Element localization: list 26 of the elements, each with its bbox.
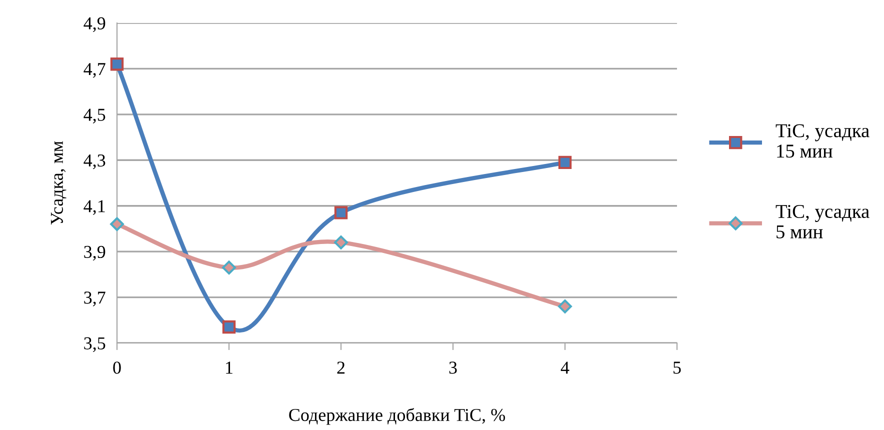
x-tick-label: 0	[113, 362, 121, 374]
y-tick-label: 4,3	[84, 154, 106, 170]
y-tick-label: 3,5	[84, 337, 106, 352]
y-tick-label: 4,5	[84, 108, 106, 124]
x-tick-label: 1	[226, 362, 232, 374]
point	[110, 217, 124, 232]
y-tick-label: 4,1	[84, 200, 105, 215]
x-tick-label: 2	[337, 362, 345, 374]
point	[222, 260, 236, 275]
y-tick-label: 4,9	[84, 17, 106, 32]
x-tick-label: 5	[674, 362, 681, 374]
point	[334, 235, 348, 250]
x-tick-label: 3	[449, 362, 457, 374]
y-tick-label: 3,7	[84, 292, 106, 306]
point	[334, 206, 348, 220]
point	[558, 156, 572, 170]
x-tick-label: 4	[560, 362, 570, 374]
x-axis-title: Содержание добавки TiC, %	[289, 408, 505, 425]
point	[558, 299, 572, 314]
y-axis-title: Усадка, мм	[50, 141, 66, 225]
legend-label: TiC, усадка 15 мин	[776, 124, 870, 158]
y-tick-label: 4,7	[84, 63, 106, 78]
point	[222, 320, 236, 334]
point	[110, 58, 124, 71]
y-tick-label: 3,9	[84, 246, 106, 261]
legend-label: TiC, усадка 5 мин	[776, 204, 870, 238]
